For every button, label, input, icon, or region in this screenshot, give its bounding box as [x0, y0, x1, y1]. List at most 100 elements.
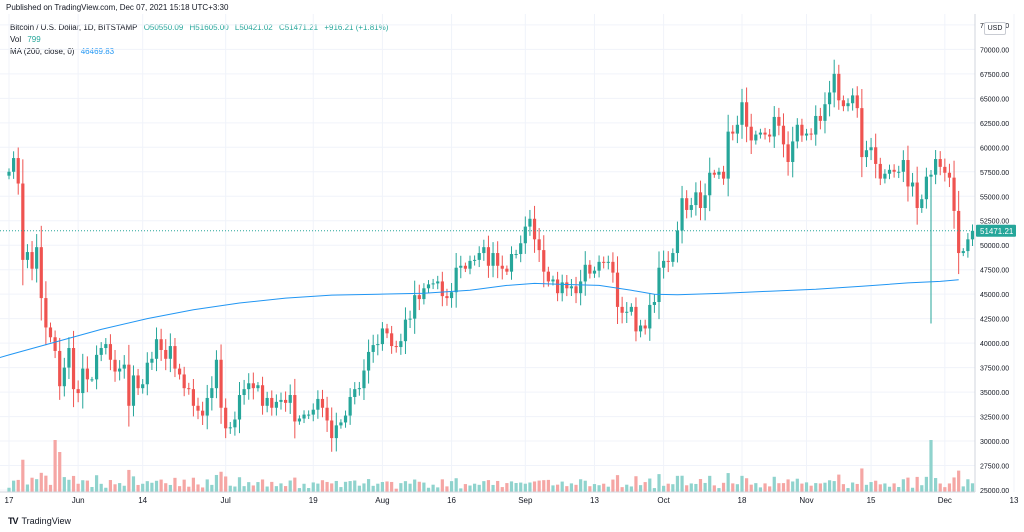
volume-bar: [592, 484, 597, 492]
candle-body: [482, 247, 486, 254]
candle-body: [113, 359, 117, 372]
volume-bar: [560, 481, 564, 492]
legend-high: H51605.00: [189, 23, 229, 32]
volume-bar: [749, 484, 753, 492]
candle-body: [878, 163, 882, 179]
volume-bar: [403, 481, 408, 492]
candle-body: [491, 253, 495, 266]
candle-body: [247, 383, 251, 390]
candle-body: [81, 368, 85, 394]
volume-bar: [164, 483, 168, 492]
volume-bar: [284, 486, 288, 492]
candle-body: [233, 419, 237, 428]
candle-body: [224, 407, 228, 429]
candle-body: [648, 304, 652, 329]
candle-body: [712, 172, 716, 175]
candle-body: [855, 95, 859, 109]
candle-body: [777, 116, 781, 126]
volume-bar: [21, 459, 25, 492]
volume-bar: [16, 479, 20, 492]
candle-body: [841, 100, 846, 107]
candle-body: [307, 414, 311, 416]
candle-body: [12, 158, 16, 172]
candle-body: [528, 218, 532, 227]
legend-change: +916.21 (+1.81%): [324, 23, 389, 32]
volume-bar: [509, 481, 514, 492]
x-tick-label: 19: [309, 496, 318, 505]
candle-body: [883, 173, 887, 179]
volume-bar: [768, 486, 772, 492]
volume-bar: [629, 486, 633, 492]
candle-body: [297, 418, 302, 422]
volume-bar: [279, 483, 283, 492]
volume-bar: [519, 482, 523, 492]
ma-line: [0, 279, 959, 359]
candle-body: [749, 126, 753, 141]
y-tick-label: 62500.00: [980, 121, 1009, 128]
y-tick-label: 37500.00: [980, 366, 1009, 373]
volume-bar: [523, 483, 527, 492]
candle-body: [897, 171, 901, 173]
volume-bar: [62, 477, 66, 492]
candle-body: [864, 150, 869, 158]
volume-bar: [929, 440, 933, 492]
candle-body: [21, 183, 25, 260]
volume-bar: [247, 482, 251, 492]
candle-body: [592, 270, 597, 274]
candle-body: [731, 131, 735, 134]
volume-bar: [201, 487, 205, 492]
y-tick-label: 55000.00: [980, 194, 1009, 201]
volume-bar: [740, 475, 744, 492]
volume-bar: [316, 483, 320, 492]
candle-body: [496, 253, 500, 266]
volume-bar: [878, 484, 882, 492]
volume-bar: [892, 483, 896, 492]
x-tick-label: Nov: [799, 496, 813, 505]
candle-body: [837, 73, 841, 101]
candle-body: [551, 279, 555, 282]
volume-bar: [837, 474, 841, 492]
candle-body: [394, 346, 398, 348]
volume-bar: [274, 486, 278, 492]
volume-bar: [233, 486, 237, 492]
volume-bar: [468, 485, 472, 492]
candle-body: [62, 367, 66, 387]
volume-bar: [712, 485, 716, 492]
candle-body: [205, 397, 209, 416]
candle-body: [76, 389, 80, 394]
candle-body: [44, 298, 48, 328]
legend-ma-label[interactable]: MA (200, close, 0): [10, 47, 75, 56]
candle-body: [929, 174, 933, 177]
volume-bar: [648, 478, 652, 492]
candle-body: [943, 166, 947, 173]
tradingview-logo[interactable]: TV TradingView: [8, 516, 71, 526]
candle-body: [242, 389, 246, 396]
candle-body: [597, 261, 601, 271]
volume-bar: [228, 485, 232, 492]
candle-body: [768, 134, 772, 137]
candle-body: [339, 422, 343, 426]
legend-vol-label[interactable]: Vol: [10, 35, 22, 44]
volume-bar: [491, 484, 495, 492]
volume-bar: [136, 484, 140, 492]
volume-bar: [242, 486, 246, 492]
candle-body: [546, 271, 550, 282]
volume-bar: [141, 483, 145, 492]
x-tick-label: Oct: [657, 496, 670, 505]
x-tick-label: 18: [738, 496, 747, 505]
candle-body: [371, 345, 375, 352]
candle-body: [196, 405, 200, 411]
volume-bar: [445, 486, 449, 492]
legend-symbol[interactable]: Bitcoin / U.S. Dollar, 1D, BITSTAMP: [10, 23, 138, 32]
volume-bar: [302, 483, 306, 492]
candle-body: [477, 253, 481, 260]
candle-body: [924, 176, 928, 200]
candle-body: [915, 182, 919, 208]
currency-button[interactable]: USD: [984, 22, 1006, 35]
volume-bar: [809, 485, 813, 492]
candle-body: [957, 210, 961, 254]
volume-bar: [422, 482, 426, 492]
candle-body: [740, 102, 744, 125]
volume-bar: [717, 488, 721, 492]
